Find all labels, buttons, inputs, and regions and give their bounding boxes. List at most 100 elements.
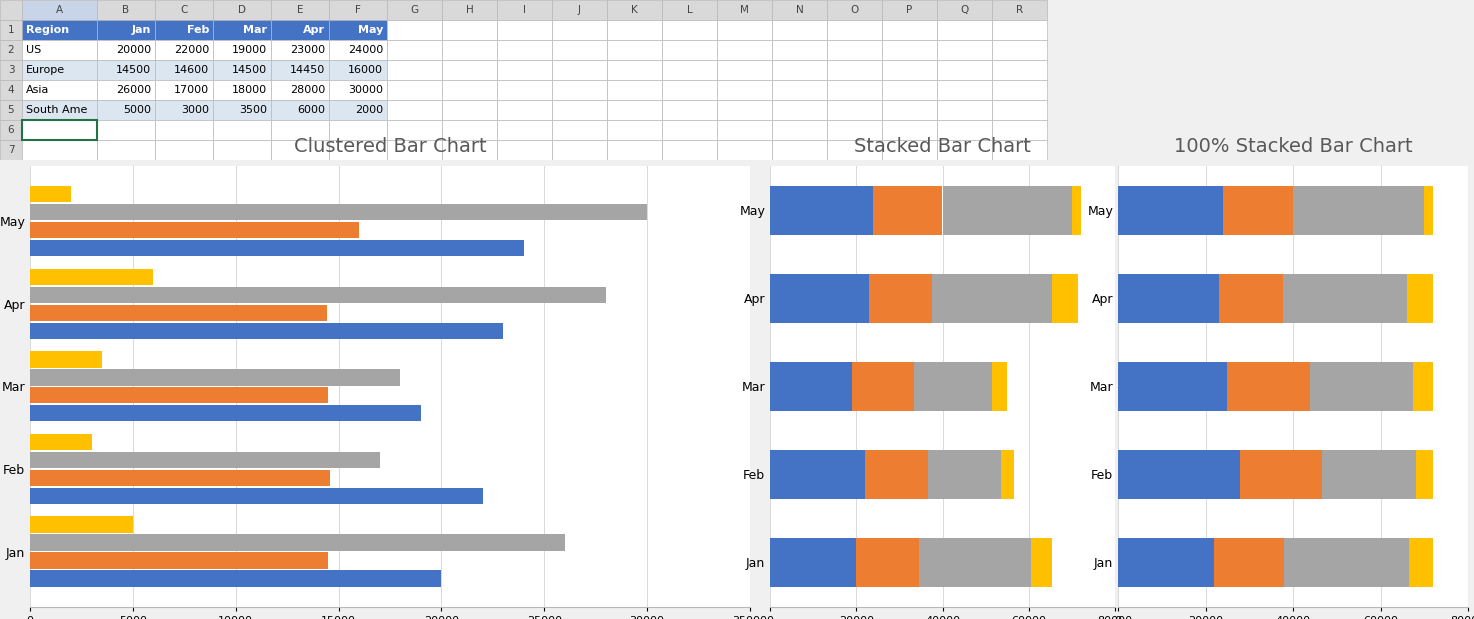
Bar	[662, 100, 716, 120]
Bar	[97, 60, 155, 80]
Bar	[97, 80, 155, 100]
Bar	[772, 120, 827, 140]
Text: 16000: 16000	[348, 65, 383, 75]
Bar	[388, 120, 442, 140]
Bar	[214, 60, 271, 80]
Bar	[551, 40, 607, 60]
Bar	[937, 60, 992, 80]
Text: Feb: Feb	[187, 25, 209, 35]
Bar	[827, 0, 881, 20]
Bar	[865, 450, 927, 498]
Bar	[329, 20, 388, 40]
Text: 1: 1	[7, 25, 15, 35]
Bar	[1072, 186, 1080, 235]
Text: Q: Q	[961, 5, 968, 15]
Bar	[22, 120, 97, 140]
Bar	[769, 450, 865, 498]
Bar	[97, 100, 155, 120]
Bar	[1282, 274, 1406, 322]
Bar	[772, 80, 827, 100]
Bar	[937, 80, 992, 100]
Bar	[271, 0, 329, 20]
Bar	[29, 370, 401, 386]
Bar	[0, 0, 22, 20]
Bar	[1406, 274, 1433, 322]
Text: 5: 5	[7, 105, 15, 115]
Bar	[271, 80, 329, 100]
Bar	[97, 20, 155, 40]
Text: M: M	[740, 5, 749, 15]
Bar	[827, 20, 881, 40]
Bar	[992, 362, 1007, 410]
Bar	[29, 269, 153, 285]
Bar	[214, 20, 271, 40]
Text: 18000: 18000	[231, 85, 267, 95]
Bar	[1409, 538, 1433, 587]
Text: O: O	[850, 5, 859, 15]
Bar	[1310, 362, 1414, 410]
Bar	[388, 80, 442, 100]
Bar	[927, 450, 1001, 498]
Bar	[442, 40, 497, 60]
Text: 3: 3	[7, 65, 15, 75]
Bar	[271, 60, 329, 80]
Text: 20000: 20000	[116, 45, 150, 55]
Bar	[442, 120, 497, 140]
Text: R: R	[1016, 5, 1023, 15]
Bar	[22, 80, 97, 100]
Bar	[442, 0, 497, 20]
Bar	[155, 0, 214, 20]
Bar	[214, 0, 271, 20]
Bar	[827, 100, 881, 120]
Bar	[29, 488, 482, 504]
Bar	[1117, 538, 1215, 587]
Bar	[772, 0, 827, 20]
Bar	[914, 362, 992, 410]
Text: E: E	[296, 5, 304, 15]
Bar	[937, 40, 992, 60]
Title: Stacked Bar Chart: Stacked Bar Chart	[853, 137, 1030, 157]
Bar	[0, 100, 22, 120]
Bar	[214, 40, 271, 60]
Bar	[97, 0, 155, 20]
Bar	[388, 20, 442, 40]
Bar	[992, 100, 1047, 120]
Bar	[29, 552, 329, 569]
Bar	[0, 80, 22, 100]
Bar	[29, 405, 422, 422]
Text: 14600: 14600	[174, 65, 209, 75]
Bar	[155, 60, 214, 80]
Text: 6: 6	[7, 125, 15, 135]
Bar	[442, 100, 497, 120]
Text: Asia: Asia	[27, 85, 49, 95]
Bar	[772, 60, 827, 80]
Bar	[607, 140, 662, 160]
Bar	[881, 120, 937, 140]
Bar	[551, 140, 607, 160]
Text: B: B	[122, 5, 130, 15]
Bar	[29, 470, 330, 486]
Bar	[29, 534, 565, 551]
Bar	[29, 434, 91, 450]
Bar	[271, 40, 329, 60]
Bar	[0, 40, 22, 60]
Text: G: G	[410, 5, 419, 15]
Bar	[551, 60, 607, 80]
Bar	[881, 0, 937, 20]
Bar	[716, 120, 772, 140]
Bar	[0, 20, 22, 40]
Bar	[497, 120, 551, 140]
Text: May: May	[358, 25, 383, 35]
Bar	[271, 120, 329, 140]
Bar	[388, 60, 442, 80]
Bar	[22, 60, 97, 80]
Bar	[607, 20, 662, 40]
Bar	[155, 80, 214, 100]
Bar	[716, 80, 772, 100]
Text: 14450: 14450	[290, 65, 324, 75]
Bar	[607, 100, 662, 120]
Bar	[551, 100, 607, 120]
Bar	[214, 100, 271, 120]
Bar	[881, 80, 937, 100]
Text: 30000: 30000	[348, 85, 383, 95]
